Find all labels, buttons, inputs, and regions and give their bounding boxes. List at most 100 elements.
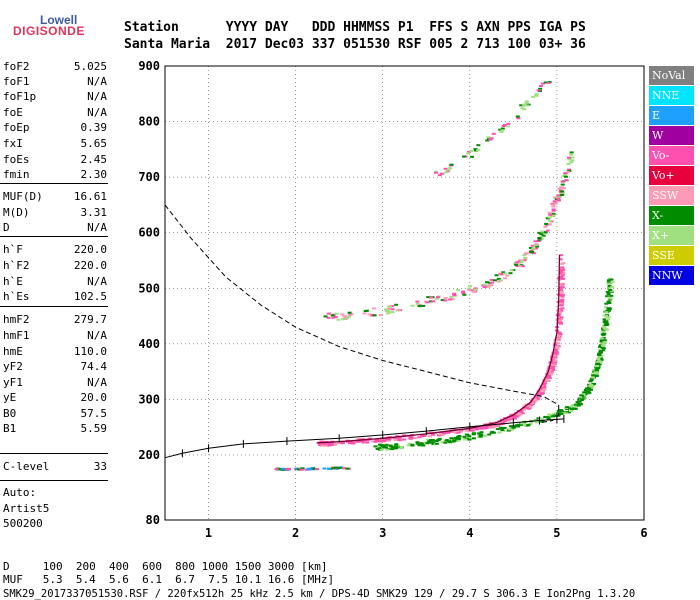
o-mode-echo (402, 438, 407, 441)
param-value: 20.0 (80, 391, 108, 404)
x-mode-echo (609, 278, 614, 281)
param-row: yE 20.0 (3, 391, 107, 405)
x-mode-echo (471, 437, 476, 440)
y-tick-label: 80 (146, 513, 160, 527)
o-mode-echo (553, 344, 558, 347)
o-mode-echo (537, 393, 542, 396)
third-hop-echo (434, 171, 439, 174)
x-mode-echo (599, 350, 603, 353)
o-mode-echo (560, 307, 565, 310)
second-hop-echo (385, 312, 390, 315)
auto-label: Auto: (3, 486, 37, 499)
second-hop-echo (426, 296, 431, 299)
x-mode-echo (559, 412, 564, 415)
x-tick-label: 6 (640, 526, 647, 540)
o-mode-echo (554, 346, 559, 348)
third-hop-echo (519, 104, 524, 107)
second-hop-echo (518, 259, 523, 262)
x-tick-label: 2 (292, 526, 299, 540)
o-mode-echo (483, 425, 487, 428)
second-hop-echo (372, 314, 377, 317)
param-row: h`F 220.0 (3, 243, 107, 257)
o-mode-echo (333, 443, 338, 445)
y-tick-label: 400 (138, 337, 160, 351)
es-echo (300, 467, 305, 470)
legend-item-e: E (649, 106, 694, 125)
third-hop-echo (439, 172, 444, 175)
es-echo (315, 468, 319, 470)
second-hop-echo (323, 315, 328, 318)
param-name: D (3, 221, 10, 234)
second-hop-echo (533, 244, 538, 247)
x-mode-echo (543, 415, 548, 418)
o-mode-echo (512, 417, 517, 419)
second-hop-echo (563, 172, 568, 175)
o-mode-echo (558, 304, 563, 307)
third-hop-echo (500, 129, 505, 132)
param-row: MUF(D) 16.61 (3, 190, 107, 204)
o-mode-echo (325, 444, 330, 447)
o-mode-echo (466, 430, 471, 433)
second-hop-echo (527, 251, 532, 254)
x-mode-echo (606, 279, 611, 282)
second-hop-echo (436, 296, 440, 299)
o-mode-echo (357, 440, 362, 443)
header-labels: Station YYYY DAY DDD HHMMSS P1 FFS S AXN… (124, 20, 586, 35)
o-mode-echo (534, 395, 539, 398)
x-mode-echo (510, 427, 515, 430)
third-hop-echo (543, 81, 548, 84)
second-hop-echo (524, 252, 529, 255)
third-hop-echo (445, 170, 450, 173)
second-hop-echo (551, 208, 556, 211)
x-mode-echo (579, 394, 584, 397)
legend-item-nnw: NNW (649, 266, 694, 285)
o-mode-echo (547, 376, 552, 379)
second-hop-echo (443, 297, 448, 299)
second-hop-echo (533, 240, 538, 243)
o-mode-echo (420, 435, 425, 437)
second-hop-echo (483, 283, 487, 286)
o-mode-echo (387, 438, 392, 441)
second-hop-echo (494, 274, 499, 277)
param-name: yF2 (3, 360, 23, 373)
o-mode-echo (392, 436, 397, 439)
o-mode-echo (475, 428, 479, 431)
x-mode-echo (597, 355, 602, 358)
second-hop-echo (415, 302, 420, 305)
param-name: foF1p (3, 90, 37, 103)
second-hop-echo (347, 311, 352, 314)
x-mode-echo (576, 402, 581, 405)
param-name: M(D) (3, 206, 30, 219)
second-hop-echo (330, 314, 335, 317)
second-hop-echo (468, 285, 473, 288)
param-value: 33 (93, 460, 107, 473)
param-value: N/A (87, 376, 107, 389)
legend-item-vo-: Vo+ (649, 166, 694, 185)
x-mode-echo (479, 431, 484, 434)
x-mode-echo (426, 438, 431, 441)
o-mode-echo (438, 433, 443, 436)
o-mode-echo (488, 426, 493, 429)
x-mode-echo (547, 413, 552, 416)
third-hop-echo (525, 104, 529, 107)
o-mode-echo (397, 436, 402, 439)
second-hop-echo (503, 277, 507, 280)
x-mode-echo (596, 358, 601, 360)
second-hop-echo (469, 289, 474, 292)
x-mode-echo (456, 439, 461, 442)
o-mode-echo (360, 440, 365, 443)
o-mode-echo (373, 440, 378, 443)
o-mode-echo (560, 262, 565, 265)
o-mode-echo (560, 298, 565, 301)
x-mode-echo (471, 433, 476, 436)
o-mode-echo (559, 286, 563, 289)
o-mode-echo (561, 272, 566, 275)
param-name: yE (3, 391, 17, 404)
param-row: fxI 5.65 (3, 137, 107, 151)
x-mode-echo (526, 424, 531, 427)
param-row: D N/A (3, 221, 107, 235)
second-hop-echo (428, 300, 433, 303)
o-mode-echo (453, 431, 458, 434)
second-hop-echo (452, 294, 457, 297)
third-hop-echo (540, 82, 545, 85)
